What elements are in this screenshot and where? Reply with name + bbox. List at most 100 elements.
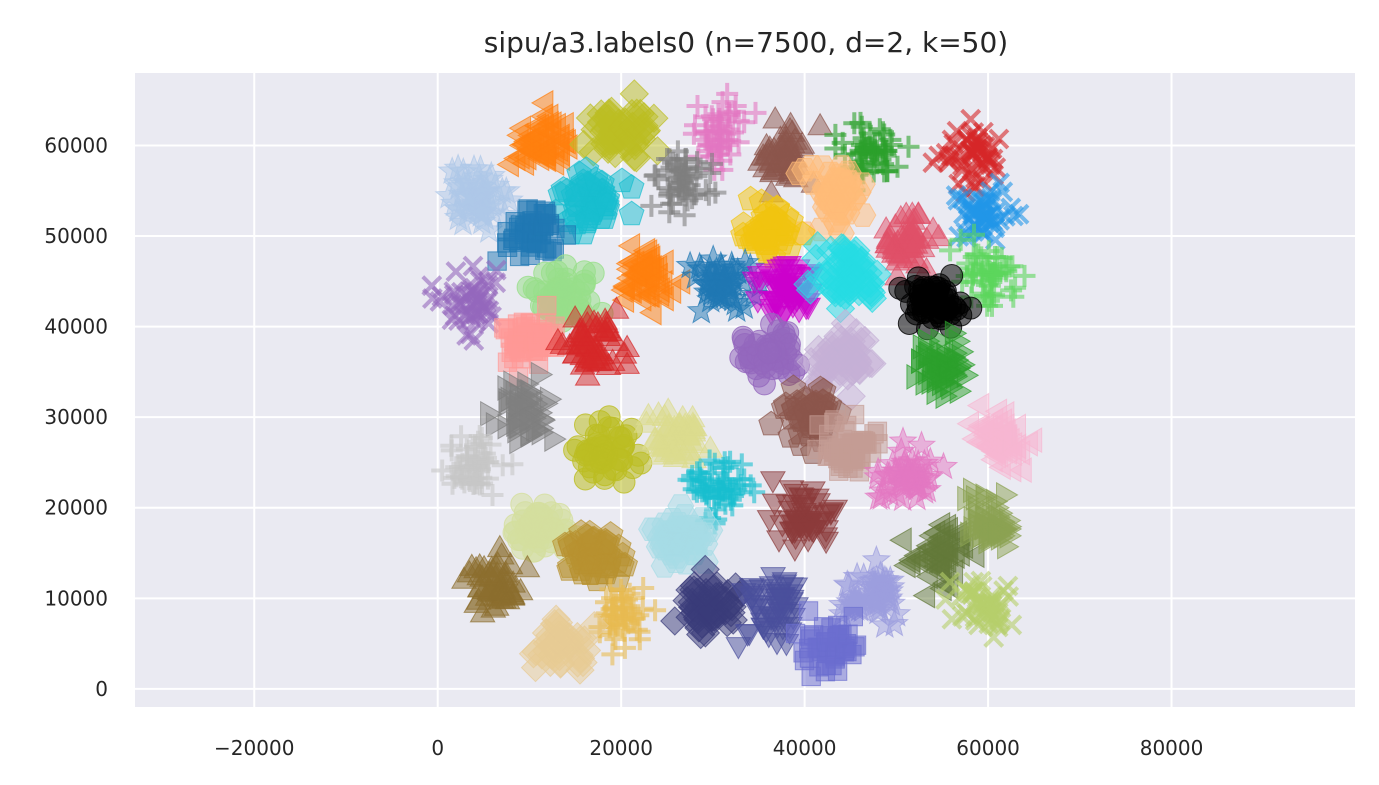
- data-point-marker: [905, 201, 932, 224]
- data-point-marker: [802, 230, 833, 261]
- data-point-marker: [757, 341, 780, 365]
- data-point-marker: [755, 263, 782, 287]
- data-point-marker: [835, 170, 863, 195]
- data-point-marker: [868, 118, 891, 141]
- data-point-marker: [925, 223, 952, 247]
- cluster: [421, 255, 507, 351]
- data-point-marker: [1000, 279, 1023, 302]
- data-point-marker: [1004, 276, 1027, 299]
- data-point-marker: [537, 295, 557, 316]
- data-point-marker: [819, 626, 840, 646]
- data-point-marker: [611, 341, 638, 364]
- data-point-marker: [766, 273, 793, 297]
- data-point-marker: [874, 144, 897, 167]
- data-point-marker: [949, 146, 971, 168]
- data-point-marker: [594, 130, 625, 160]
- data-point-marker: [844, 404, 865, 425]
- data-point-marker: [503, 230, 523, 250]
- cluster: [729, 312, 810, 396]
- data-point-marker: [939, 294, 963, 318]
- data-point-marker: [807, 112, 834, 136]
- data-point-marker: [443, 193, 473, 222]
- data-point-marker: [609, 167, 635, 193]
- cluster: [796, 308, 887, 412]
- data-point-marker: [593, 191, 620, 217]
- y-tick-label: 10000: [44, 586, 108, 610]
- cluster: [793, 230, 892, 324]
- data-point-marker: [437, 156, 467, 184]
- data-point-marker: [421, 288, 443, 309]
- data-point-marker: [859, 137, 882, 160]
- data-point-marker: [947, 189, 969, 211]
- data-point-marker: [606, 447, 630, 471]
- data-point-marker: [602, 328, 629, 351]
- data-point-marker: [758, 206, 785, 231]
- data-point-marker: [508, 132, 532, 159]
- data-point-marker: [640, 194, 663, 217]
- data-point-marker: [1013, 264, 1036, 287]
- cluster: [824, 111, 920, 202]
- cluster: [544, 296, 641, 386]
- data-point-marker: [551, 111, 574, 138]
- data-point-marker: [989, 209, 1011, 231]
- data-point-marker: [463, 329, 485, 351]
- data-point-marker: [819, 424, 839, 445]
- data-point-marker: [741, 271, 768, 295]
- data-point-marker: [666, 140, 689, 163]
- data-point-marker: [939, 239, 962, 262]
- cluster: [487, 199, 576, 271]
- data-point-marker: [799, 648, 820, 668]
- y-tick-label: 60000: [44, 133, 108, 157]
- data-point-marker: [884, 247, 911, 271]
- data-point-marker: [691, 269, 722, 298]
- data-point-marker: [639, 103, 669, 133]
- data-markers: [421, 79, 1043, 687]
- data-point-marker: [618, 200, 645, 226]
- x-tick-label: 20000: [589, 736, 653, 760]
- data-point-marker: [971, 222, 993, 244]
- y-axis: 0 10000 20000 30000 40000 50000 60000: [44, 133, 108, 700]
- data-point-marker: [849, 111, 872, 134]
- data-point-marker: [838, 443, 859, 463]
- data-point-marker: [549, 331, 576, 354]
- data-point-marker: [639, 299, 662, 326]
- data-point-marker: [863, 134, 886, 157]
- data-point-marker: [582, 166, 609, 191]
- data-point-marker: [686, 295, 716, 324]
- data-point-marker: [977, 240, 1000, 263]
- data-point-marker: [462, 255, 484, 277]
- data-point-marker: [811, 340, 842, 371]
- data-point-marker: [874, 230, 901, 254]
- data-point-marker: [744, 101, 767, 124]
- data-point-marker: [673, 204, 696, 227]
- data-point-marker: [982, 148, 1004, 170]
- y-tick-label: 30000: [44, 405, 108, 429]
- data-point-marker: [949, 228, 972, 251]
- cluster: [640, 140, 727, 227]
- data-point-marker: [537, 205, 557, 225]
- cluster: [939, 223, 1036, 317]
- cluster: [785, 154, 877, 246]
- data-point-marker: [612, 470, 636, 494]
- data-point-marker: [727, 109, 750, 132]
- data-point-marker: [603, 296, 630, 319]
- data-point-marker: [897, 312, 921, 335]
- data-point-marker: [694, 179, 717, 202]
- cluster: [496, 89, 578, 178]
- cluster: [888, 264, 983, 341]
- data-point-marker: [902, 231, 929, 254]
- data-point-marker: [658, 201, 681, 224]
- data-point-marker: [963, 223, 985, 246]
- data-point-marker: [684, 251, 715, 280]
- data-point-marker: [569, 129, 599, 160]
- data-point-marker: [708, 268, 738, 297]
- data-point-marker: [839, 243, 869, 273]
- data-point-marker: [785, 623, 806, 644]
- cluster: [569, 79, 673, 173]
- data-point-marker: [588, 410, 612, 434]
- x-tick-label: 0: [431, 736, 444, 760]
- data-point-marker: [960, 125, 982, 147]
- data-point-marker: [699, 125, 722, 148]
- data-point-marker: [719, 143, 742, 166]
- cluster: [730, 185, 816, 269]
